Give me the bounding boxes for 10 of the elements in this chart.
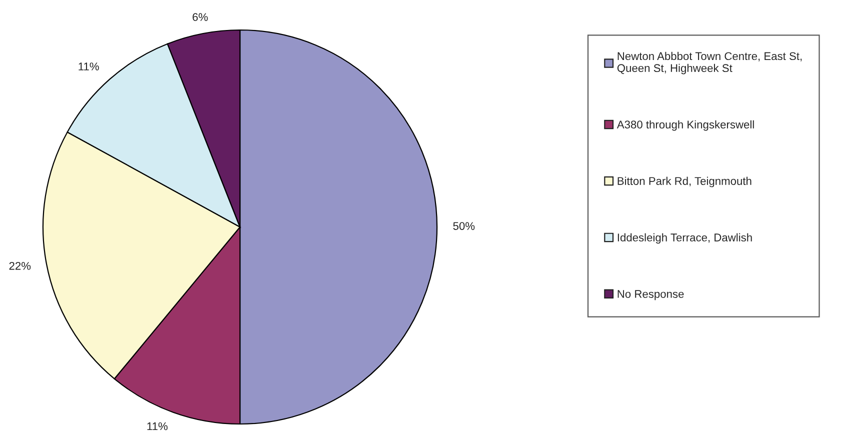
legend-label: No Response xyxy=(618,290,684,300)
data-label: 11% xyxy=(147,422,168,430)
data-label: 11% xyxy=(78,62,99,70)
legend-label: Newton Abbbot Town Centre, East St, Queen St, Highweek St xyxy=(617,52,802,74)
data-label: 22% xyxy=(9,262,31,270)
data-label: 6% xyxy=(192,13,208,21)
legend-label: Iddesleigh Terrace, Dawlish xyxy=(618,233,752,244)
data-label: 50% xyxy=(453,222,475,230)
legend-label: A380 through Kingskerswell xyxy=(616,120,754,131)
legend-label: Bitton Park Rd, Teignmouth xyxy=(618,176,752,188)
